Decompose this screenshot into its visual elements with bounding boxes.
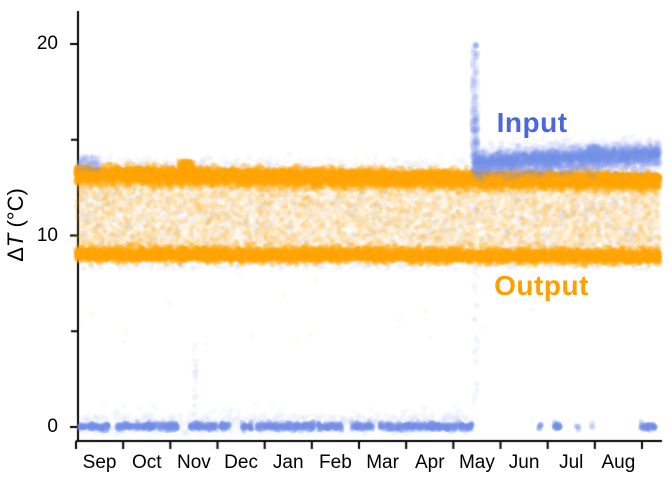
y-tick-label-0: 0 xyxy=(47,416,58,437)
x-tick-label-oct: Oct xyxy=(131,452,162,473)
x-tick-label-aug: Aug xyxy=(601,452,636,473)
y-tick-label-20: 20 xyxy=(36,33,58,54)
y-tick-label-10: 10 xyxy=(36,224,58,246)
x-tick-label-jun: Jun xyxy=(508,452,540,473)
x-tick-label-sep: Sep xyxy=(82,452,117,473)
y-axis-title-delta: Δ xyxy=(3,247,28,262)
series-label-output: Output xyxy=(494,270,589,302)
x-tick-label-jan: Jan xyxy=(272,452,304,473)
x-tick-label-jul: Jul xyxy=(559,452,584,473)
x-tick-label-mar: Mar xyxy=(366,452,399,473)
x-tick-label-feb: Feb xyxy=(319,452,352,473)
x-tick-label-nov: Nov xyxy=(177,452,211,473)
x-tick-label-dec: Dec xyxy=(224,452,258,473)
x-tick-label-apr: Apr xyxy=(414,452,445,473)
x-tick-label-may: May xyxy=(458,452,495,473)
series-label-input: Input xyxy=(496,106,568,138)
